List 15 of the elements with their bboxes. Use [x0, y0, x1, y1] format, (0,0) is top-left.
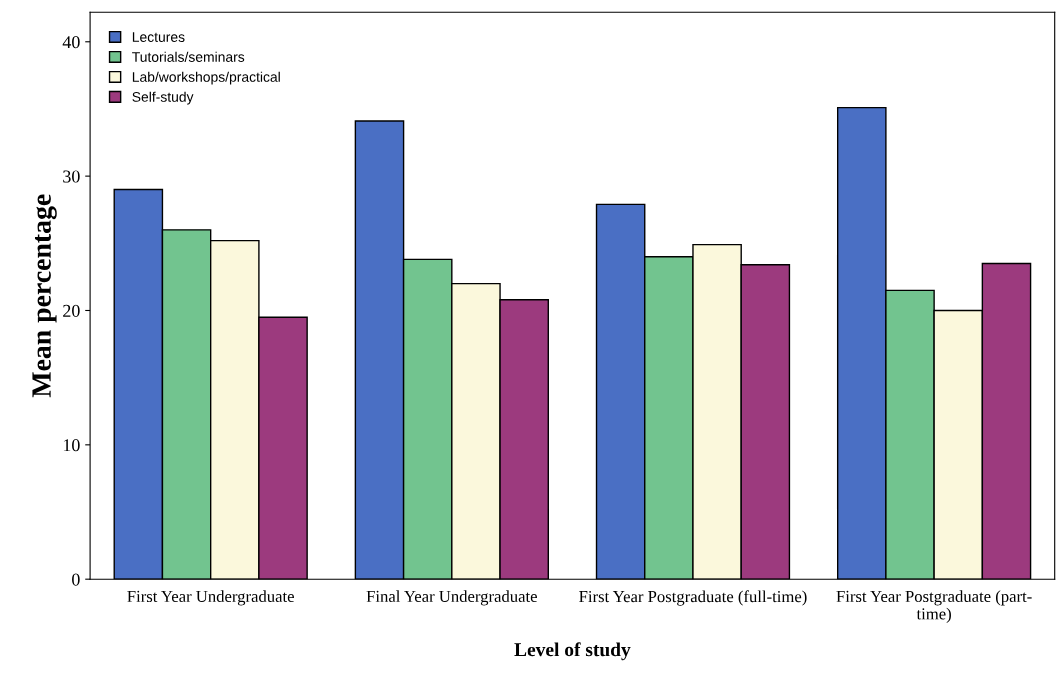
x-tick-label: Final Year Undergraduate: [366, 590, 537, 606]
y-axis-title: Mean percentage: [32, 194, 57, 398]
y-tick-label: 40: [62, 36, 80, 49]
x-tick-label: First Year Postgraduate (part- time): [836, 590, 1032, 623]
y-tick-label: 10: [63, 439, 80, 452]
x-tick-label: First Year Postgraduate (full-time): [579, 590, 807, 606]
x-axis-title: Level of study: [514, 642, 631, 661]
y-tick-label: 30: [63, 170, 80, 183]
x-tick-label: First Year Undergraduate: [127, 590, 294, 606]
legend-label: Self-study: [132, 91, 194, 105]
legend-label: Tutorials/seminars: [132, 51, 245, 62]
legend-label: Lab/workshops/practical: [132, 71, 280, 85]
y-tick-label: 20: [63, 304, 80, 317]
legend-label: Lectures: [132, 32, 185, 42]
y-tick-label: 0: [72, 573, 80, 586]
